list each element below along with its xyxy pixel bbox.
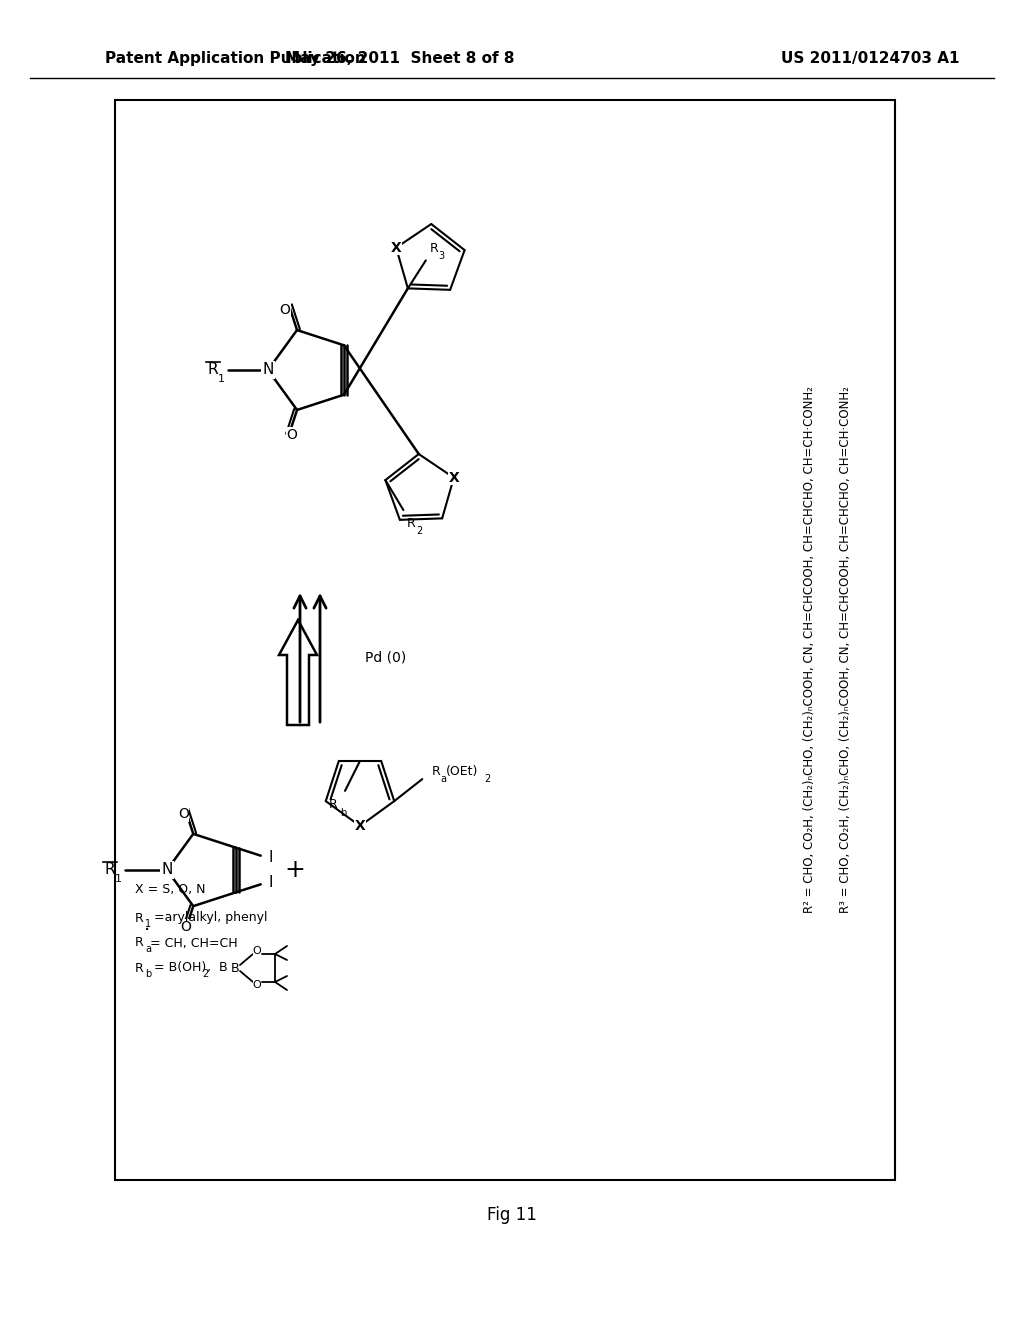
Text: Patent Application Publication: Patent Application Publication xyxy=(105,50,366,66)
Text: b: b xyxy=(340,808,346,818)
Text: R: R xyxy=(429,242,438,255)
Text: R: R xyxy=(135,961,143,974)
Text: N: N xyxy=(162,862,173,878)
Text: O: O xyxy=(253,979,261,990)
Text: 1: 1 xyxy=(145,919,152,929)
Text: X: X xyxy=(449,471,459,484)
Text: R: R xyxy=(407,516,416,529)
FancyBboxPatch shape xyxy=(115,100,895,1180)
Text: =arylalkyl, phenyl: =arylalkyl, phenyl xyxy=(150,912,267,924)
Text: .: . xyxy=(144,916,151,935)
Text: R: R xyxy=(330,799,338,812)
Text: = CH, CH=CH: = CH, CH=CH xyxy=(150,936,238,949)
Text: O: O xyxy=(280,304,291,317)
Text: 2: 2 xyxy=(202,969,208,979)
Text: 3: 3 xyxy=(438,251,444,261)
Text: R: R xyxy=(432,764,441,777)
Text: N: N xyxy=(262,363,273,378)
Text: +: + xyxy=(285,858,305,882)
Text: I: I xyxy=(268,875,273,890)
Text: R: R xyxy=(135,936,143,949)
Text: X: X xyxy=(391,240,401,255)
Text: Pd (0): Pd (0) xyxy=(365,651,407,664)
Text: O: O xyxy=(178,807,188,821)
Text: X = S, O, N: X = S, O, N xyxy=(135,883,206,896)
Text: O: O xyxy=(180,920,190,933)
Text: b: b xyxy=(145,969,152,979)
Text: 1: 1 xyxy=(115,874,122,884)
Text: = B(OH): = B(OH) xyxy=(150,961,206,974)
Text: May 26, 2011  Sheet 8 of 8: May 26, 2011 Sheet 8 of 8 xyxy=(286,50,515,66)
Text: O: O xyxy=(287,428,297,442)
Text: B: B xyxy=(230,961,240,974)
Text: R: R xyxy=(104,862,116,878)
Text: R: R xyxy=(135,912,143,924)
Text: I: I xyxy=(268,850,273,865)
Text: O: O xyxy=(253,946,261,956)
FancyArrow shape xyxy=(279,620,317,725)
Text: R² = CHO, CO₂H, (CH₂)ₙCHO, (CH₂)ₙCOOH, CN, CH=CHCOOH, CH=CHCHO, CH=CH·CONH₂: R² = CHO, CO₂H, (CH₂)ₙCHO, (CH₂)ₙCOOH, C… xyxy=(804,387,816,913)
Text: X: X xyxy=(354,818,366,833)
Text: a: a xyxy=(145,944,151,954)
Text: 2: 2 xyxy=(417,527,423,536)
Text: 1: 1 xyxy=(217,374,224,384)
Text: ,  B: , B xyxy=(207,961,227,974)
Text: US 2011/0124703 A1: US 2011/0124703 A1 xyxy=(780,50,959,66)
Text: R: R xyxy=(208,363,218,378)
Text: Fig 11: Fig 11 xyxy=(487,1206,537,1224)
Text: 2: 2 xyxy=(484,774,490,784)
Text: (OEt): (OEt) xyxy=(446,764,478,777)
Text: a: a xyxy=(440,774,446,784)
Text: R³ = CHO, CO₂H, (CH₂)ₙCHO, (CH₂)ₙCOOH, CN, CH=CHCOOH, CH=CHCHO, CH=CH·CONH₂: R³ = CHO, CO₂H, (CH₂)ₙCHO, (CH₂)ₙCOOH, C… xyxy=(839,387,852,913)
